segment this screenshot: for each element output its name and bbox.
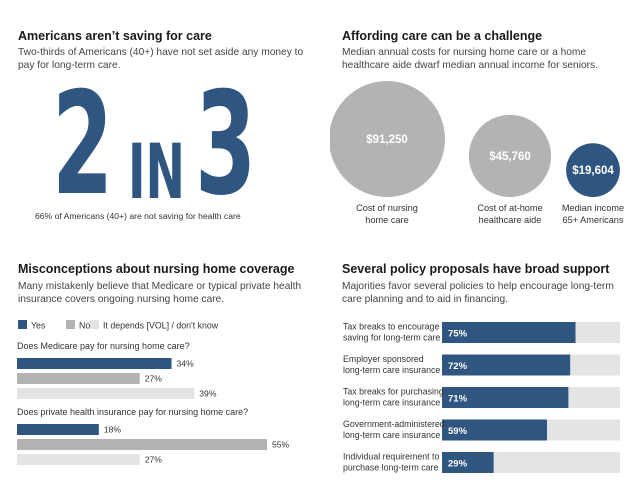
bubble-value-label-2: $19,604 xyxy=(572,165,614,177)
bar-q1-0 xyxy=(17,424,99,435)
question-label-1: Does private health insurance pay for nu… xyxy=(17,407,248,417)
legend-label-2: It depends [VOL] / don't know xyxy=(103,321,219,331)
policy-label-1-1: long-term care insurance xyxy=(343,365,440,375)
panel-title-saving: Americans aren’t saving for care xyxy=(18,29,212,43)
bubble-category-label-0-0: Cost of nursing xyxy=(356,203,418,213)
bubble-0 xyxy=(330,81,445,197)
stat-number-three: 3 xyxy=(195,62,257,227)
bar-value-label-q1-0: 18% xyxy=(104,425,122,435)
bar-q1-1 xyxy=(17,439,267,450)
bubble-2 xyxy=(566,143,620,197)
policy-label-0-1: saving for long-term care xyxy=(343,333,440,343)
bar-value-label-0: 75% xyxy=(448,329,468,340)
bar-value-label-4: 29% xyxy=(448,459,468,470)
bar-3 xyxy=(442,419,548,441)
panel-subtitle-misconceptions: Many mistakenly believe that Medicare or… xyxy=(18,281,302,305)
bar-value-label-q1-1: 55% xyxy=(272,440,290,450)
legend-swatch-0 xyxy=(18,320,27,329)
bubble-category-label-2-1: 65+ Americans xyxy=(562,215,623,225)
bar-value-label-q0-0: 34% xyxy=(177,359,195,369)
bar-value-label-q0-1: 27% xyxy=(145,374,163,384)
policy-label-1-0: Employer sponsored xyxy=(343,354,424,364)
bar-value-label-3: 59% xyxy=(448,426,468,437)
policy-label-2-0: Tax breaks for purchasing xyxy=(343,387,444,397)
bar-value-label-q0-2: 39% xyxy=(199,389,217,399)
panel-subtitle-policy: Majorities favor several policies to hel… xyxy=(342,281,614,305)
stat-word-in: IN xyxy=(128,127,185,216)
policy-label-0-0: Tax breaks to encourage xyxy=(343,322,439,332)
policy-label-3-1: long-term care insurance xyxy=(343,430,440,440)
panel-subtitle-saving: Two-thirds of Americans (40+) have not s… xyxy=(18,47,304,71)
bubble-1 xyxy=(468,114,552,197)
bar-value-label-q1-2: 27% xyxy=(145,455,163,465)
bar-0 xyxy=(442,322,576,343)
misconceptions-bar-chart: Yes No It depends [VOL] / don't know Does M… xyxy=(17,320,290,465)
bar-2 xyxy=(442,387,569,408)
policy-label-4-0: Individual requirement to xyxy=(343,452,439,462)
bar-value-label-2: 71% xyxy=(448,394,468,405)
bar-4 xyxy=(442,452,494,473)
stat-caption: 66% of Americans (40+) are not saving fo… xyxy=(35,211,241,221)
bubble-value-label-0: $91,250 xyxy=(366,134,408,146)
bubble-category-label-1-0: Cost of at-home xyxy=(477,203,542,213)
legend-swatch-1 xyxy=(66,320,75,329)
bar-value-label-1: 72% xyxy=(448,361,468,372)
question-label-0: Does Medicare pay for nursing home care? xyxy=(17,341,190,351)
bar-q0-2 xyxy=(17,388,195,399)
panel-title-policy: Several policy proposals have broad supp… xyxy=(342,262,610,276)
legend-label-1: No xyxy=(79,321,90,331)
bubble-category-label-0-1: home care xyxy=(365,215,408,225)
bar-q0-0 xyxy=(17,358,172,369)
bubble-chart: $91,250 Cost of nursing home care $45,760 Co… xyxy=(330,81,624,225)
panel-title-misconceptions: Misconceptions about nursing home covera… xyxy=(18,262,295,276)
policy-label-3-0: Government-administered xyxy=(343,419,445,429)
policy-label-2-1: long-term care insurance xyxy=(343,398,440,408)
bubble-category-label-1-1: healthcare aide xyxy=(479,215,542,225)
legend-label-0: Yes xyxy=(31,321,46,331)
stat-number-two: 2 xyxy=(52,62,114,227)
policy-label-4-1: purchase long-term care xyxy=(343,463,438,473)
panel-subtitle-affording: Median annual costs for nursing home car… xyxy=(342,47,598,71)
bubble-category-label-2-0: Median income xyxy=(562,203,624,213)
bar-q1-2 xyxy=(17,454,140,465)
panel-title-affording: Affording care can be a challenge xyxy=(342,29,543,43)
bar-q0-1 xyxy=(17,373,140,384)
bubble-value-label-1: $45,760 xyxy=(489,151,531,163)
legend-swatch-2 xyxy=(90,320,99,329)
bar-1 xyxy=(442,354,571,376)
